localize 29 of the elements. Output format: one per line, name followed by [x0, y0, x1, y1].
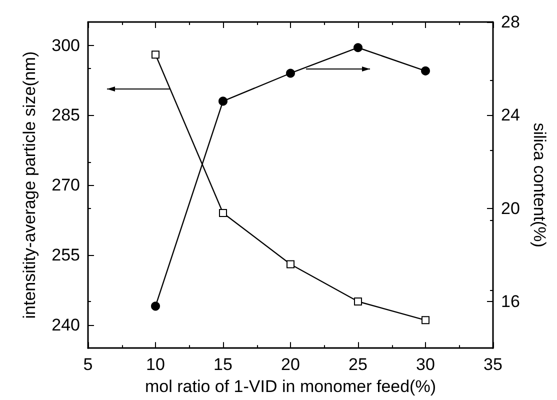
point — [354, 43, 362, 52]
y-tick-label: 255 — [52, 245, 80, 264]
x-tick-label: 15 — [214, 355, 232, 374]
y2-axis-title: silica content(%) — [530, 122, 549, 248]
x-tick-label: 20 — [281, 355, 300, 374]
x-tick-label: 30 — [416, 355, 435, 374]
y2-tick-label: 16 — [501, 292, 520, 312]
x-axis-title: mol ratio of 1-VID in monomer feed(%) — [145, 377, 436, 396]
y-axis-title: intensitity-average particle size(nm) — [20, 51, 39, 319]
point — [286, 260, 294, 268]
y-tick-label: 285 — [52, 106, 80, 125]
x-tick-label: 5 — [83, 355, 93, 374]
y2-tick-label: 24 — [501, 106, 520, 125]
y-tick-label: 300 — [52, 36, 80, 55]
x-tick-label: 35 — [484, 355, 502, 374]
x-tick-label: 10 — [146, 355, 165, 374]
point — [286, 68, 295, 78]
x-tick-label: 25 — [348, 355, 368, 374]
point — [354, 298, 362, 306]
point — [152, 50, 160, 59]
y-tick-label: 270 — [52, 176, 80, 195]
y2-tick-label: 28 — [501, 12, 520, 32]
point — [219, 209, 227, 217]
point — [151, 302, 160, 311]
point — [422, 316, 430, 324]
point — [421, 66, 430, 76]
y-tick-label: 240 — [52, 315, 80, 334]
y2-tick-label: 20 — [501, 198, 520, 218]
point — [218, 96, 228, 106]
